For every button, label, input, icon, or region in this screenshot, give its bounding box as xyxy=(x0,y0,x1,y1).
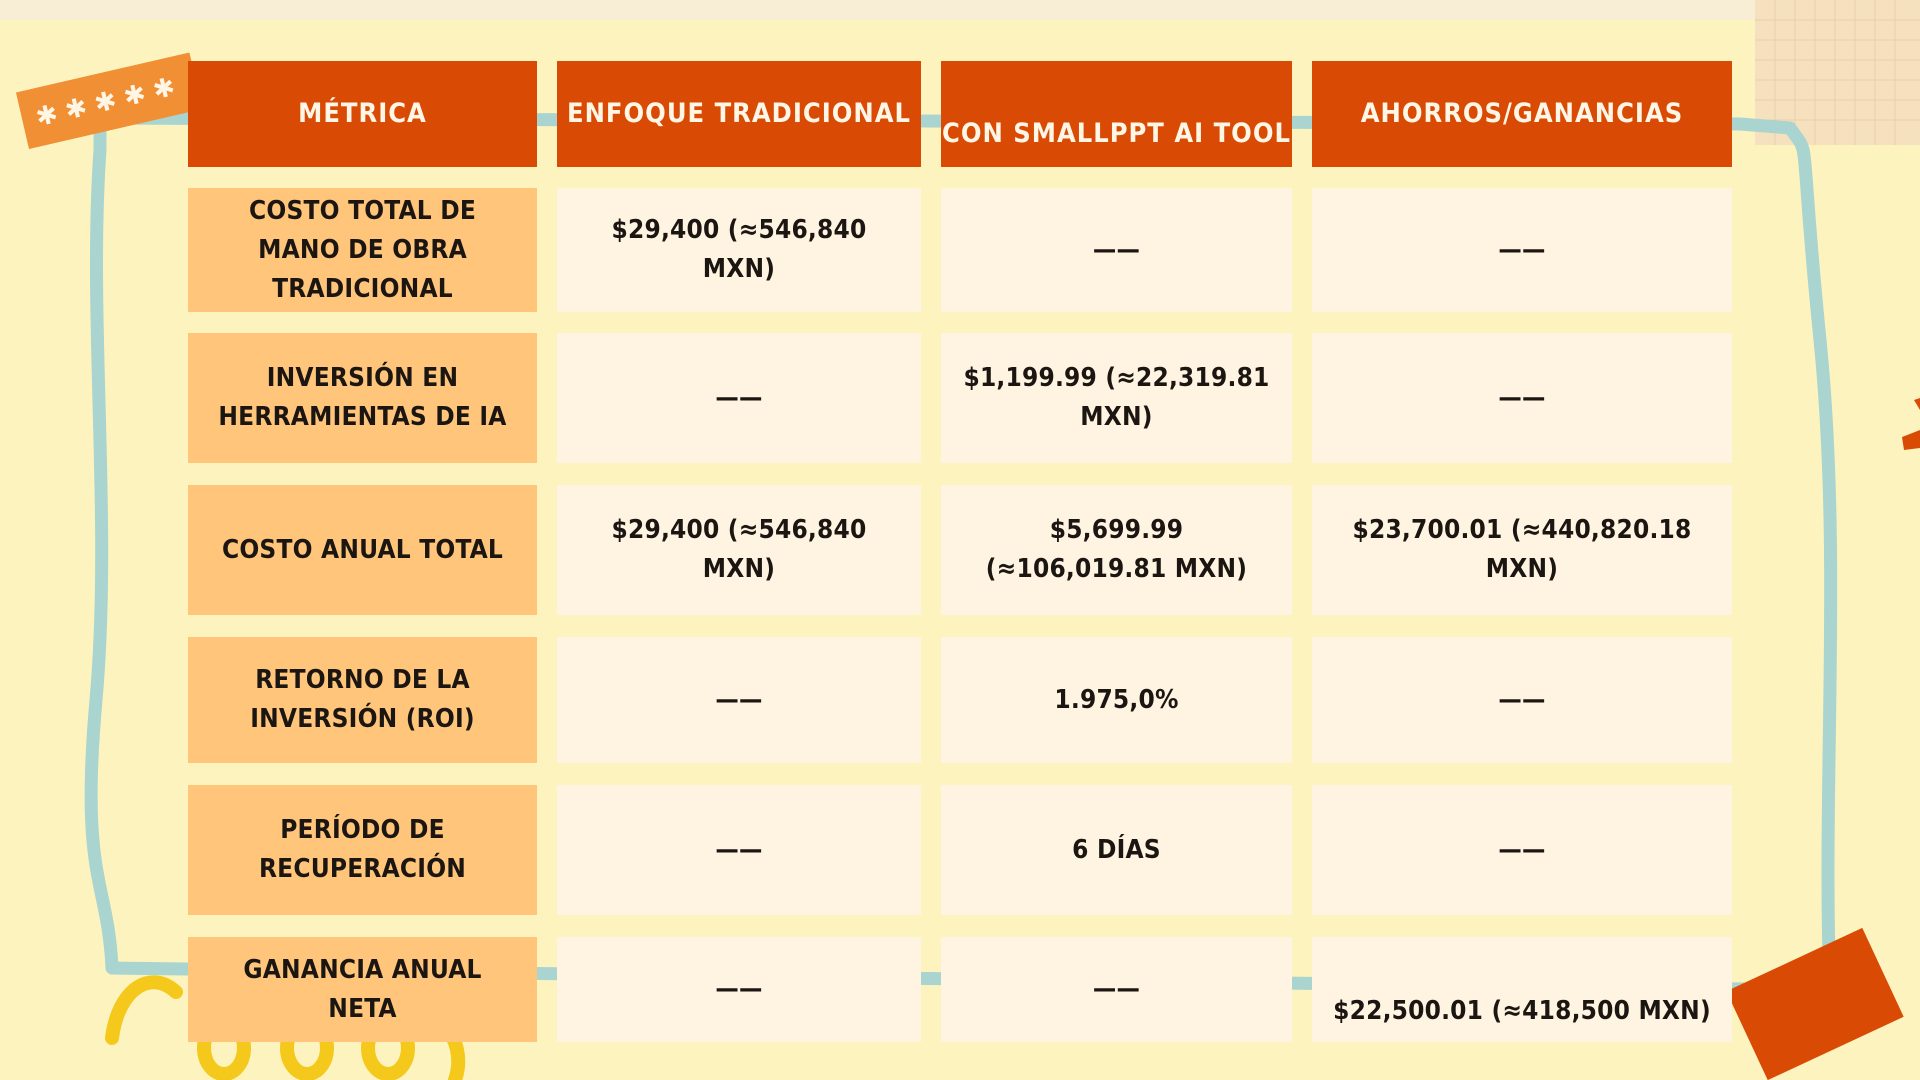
cell-traditional: $29,400 (≈546,840 MXN) xyxy=(557,188,921,312)
header-savings: Ahorros/Ganancias xyxy=(1312,61,1732,167)
cell-savings: —— xyxy=(1312,637,1732,763)
row-label: Costo anual total xyxy=(188,485,537,615)
cell-with-ai: $5,699.99 (≈106,019.81 MXN) xyxy=(941,485,1292,615)
cell-with-ai: —— xyxy=(941,937,1292,1042)
cell-traditional: $29,400 (≈546,840 MXN) xyxy=(557,485,921,615)
cell-savings: —— xyxy=(1312,785,1732,915)
cell-traditional: —— xyxy=(557,937,921,1042)
cell-with-ai: $1,199.99 (≈22,319.81 MXN) xyxy=(941,333,1292,463)
cell-traditional: —— xyxy=(557,333,921,463)
row-label: Inversión en herramientas de IA xyxy=(188,333,537,463)
row-label: Período de recuperación xyxy=(188,785,537,915)
cell-with-ai: 6 días xyxy=(941,785,1292,915)
header-metric: Métrica xyxy=(188,61,537,167)
header-traditional: Enfoque Tradicional xyxy=(557,61,921,167)
row-label: Costo total de mano de obra tradicional xyxy=(188,188,537,312)
cell-with-ai: 1.975,0% xyxy=(941,637,1292,763)
cell-savings: —— xyxy=(1312,333,1732,463)
cell-with-ai: —— xyxy=(941,188,1292,312)
cell-savings: $23,700.01 (≈440,820.18 MXN) xyxy=(1312,485,1732,615)
row-label: Retorno de la inversión (ROI) xyxy=(188,637,537,763)
header-with-ai: Con SmallPPT AI Tool xyxy=(941,61,1292,167)
cell-savings: —— xyxy=(1312,188,1732,312)
cell-savings: $22,500.01 (≈418,500 MXN) xyxy=(1312,937,1732,1042)
cell-traditional: —— xyxy=(557,637,921,763)
row-label: Ganancia anual neta xyxy=(188,937,537,1042)
cell-traditional: —— xyxy=(557,785,921,915)
